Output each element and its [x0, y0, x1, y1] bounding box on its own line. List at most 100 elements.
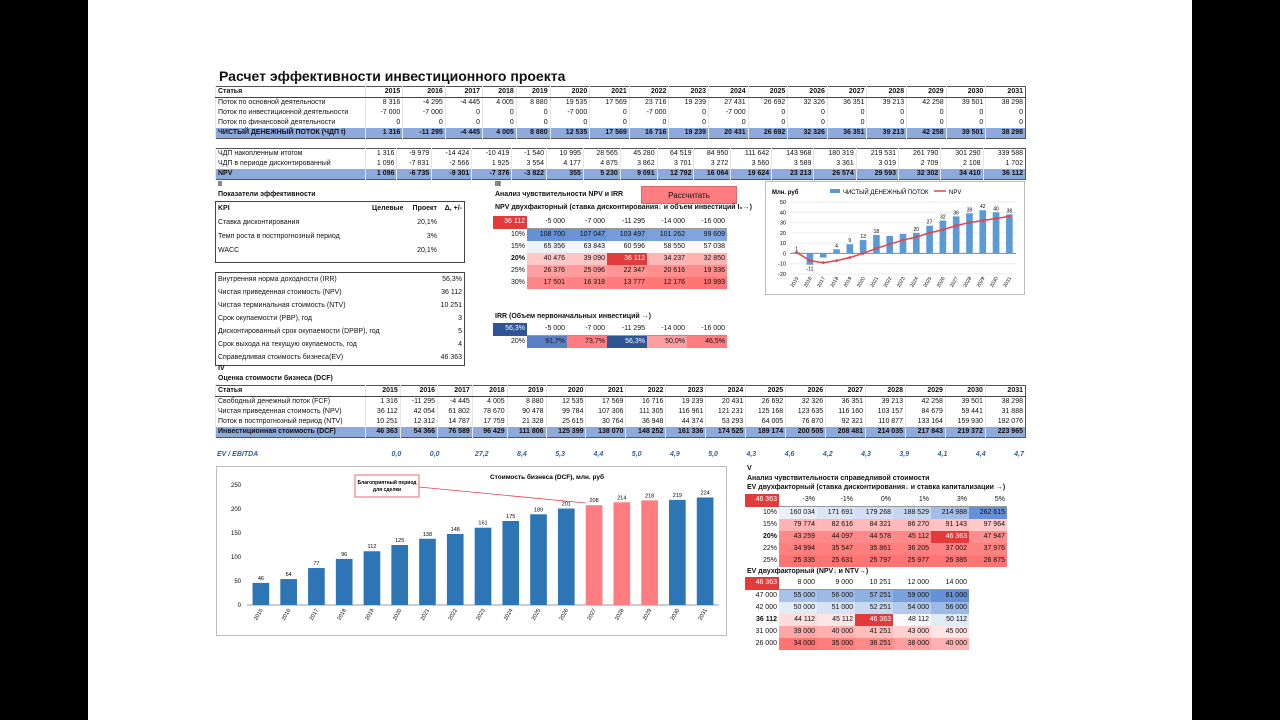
value-cell[interactable]: 16 716 [625, 396, 666, 407]
value-cell[interactable]: 3 361 [813, 159, 857, 169]
value-cell[interactable]: 3 701 [656, 159, 694, 169]
total-cell[interactable]: 5 230 [582, 169, 621, 180]
heat-row-head[interactable]: 25% [762, 557, 777, 564]
year-cell[interactable]: 2015 [364, 86, 403, 98]
heat-cell[interactable]: 50,0% [647, 335, 687, 348]
total-cell[interactable]: 32 302 [897, 169, 941, 180]
value-cell[interactable]: 0 [945, 108, 986, 118]
heat-cell[interactable]: 52 251 [855, 602, 893, 614]
ev-ebitda-cell[interactable]: 0,0 [429, 451, 440, 458]
total-cell[interactable]: 34 410 [940, 169, 984, 180]
value-cell[interactable]: 121 231 [705, 407, 746, 417]
total-cell[interactable]: 1 096 [364, 169, 397, 180]
heat-cell[interactable]: 35 861 [855, 543, 893, 555]
value-cell[interactable]: 1 702 [982, 159, 1026, 169]
value-cell[interactable]: 8 880 [506, 396, 547, 407]
heat-cell[interactable]: 10 993 [687, 277, 727, 289]
value-cell[interactable]: 59 441 [944, 407, 986, 417]
value-cell[interactable]: 4 875 [582, 159, 621, 169]
value-cell[interactable]: 64 519 [656, 148, 694, 159]
heat-cell[interactable]: 46 363 [855, 614, 893, 626]
heat-cell[interactable]: 26 376 [527, 265, 567, 277]
heat-cell[interactable]: 56 000 [931, 602, 969, 614]
ev-ebitda-cell[interactable]: 27,2 [474, 451, 489, 458]
value-cell[interactable]: -14 424 [431, 148, 472, 159]
year-cell[interactable]: 2021 [585, 385, 626, 397]
value-cell[interactable]: 111 305 [625, 407, 666, 417]
value-cell[interactable]: 36 351 [826, 97, 867, 108]
value-cell[interactable]: -7 000 [549, 108, 590, 118]
heat-cell[interactable]: 188 529 [893, 506, 931, 519]
total-cell[interactable]: -3 822 [511, 169, 547, 180]
value-cell[interactable]: 21 328 [506, 417, 547, 427]
result-label[interactable]: Справедливая стоимость бизнеса(EV) [218, 353, 344, 361]
value-cell[interactable]: 92 321 [825, 417, 866, 427]
value-cell[interactable]: -9 979 [396, 148, 432, 159]
heat-row-head[interactable]: 10% [762, 508, 777, 516]
value-cell[interactable]: 30 764 [585, 417, 626, 427]
value-cell[interactable]: 339 588 [982, 148, 1026, 159]
heat-cell[interactable]: 34 994 [779, 543, 817, 555]
heat-cell[interactable]: 25 977 [893, 555, 931, 567]
heat-cell[interactable]: 35 000 [817, 638, 855, 650]
year-cell[interactable]: 2021 [589, 86, 630, 98]
value-cell[interactable]: 0 [515, 108, 551, 118]
heat-cell[interactable]: 65 356 [527, 241, 567, 253]
heat-cell[interactable]: 34 237 [647, 253, 687, 265]
heat-cell[interactable]: 43 000 [893, 626, 931, 638]
heat-cell[interactable]: 91,7% [527, 335, 567, 348]
ev-ebitda-cell[interactable]: 0,0 [391, 451, 402, 458]
value-cell[interactable]: 10 251 [365, 417, 401, 427]
row-label[interactable]: Поток по основной деятельности [215, 97, 366, 108]
heat-cell[interactable]: 40 476 [527, 253, 567, 265]
value-cell[interactable]: 0 [444, 118, 483, 128]
heat-cell[interactable]: 54 000 [893, 602, 931, 614]
value-cell[interactable]: -1 540 [511, 148, 547, 159]
value-cell[interactable]: 10 995 [546, 148, 584, 159]
result-label[interactable]: Срок окупаемости (PBP), год [218, 314, 313, 322]
value-cell[interactable]: 36 112 [365, 407, 401, 417]
heat-col-head[interactable]: -11 295 [607, 216, 647, 229]
value-cell[interactable]: 0 [482, 108, 517, 118]
heat-col-head[interactable]: 1% [893, 494, 931, 507]
heat-cell[interactable]: 25 335 [779, 555, 817, 567]
heat-row-head[interactable]: 31 000 [755, 628, 777, 635]
heat-cell[interactable]: 40 000 [817, 626, 855, 638]
heat-cell[interactable]: 45 112 [817, 614, 855, 626]
heat-col-head[interactable]: -5 000 [527, 323, 567, 336]
value-cell[interactable]: 0 [787, 108, 828, 118]
year-cell[interactable]: 2017 [444, 86, 483, 98]
value-cell[interactable]: 32 326 [787, 97, 828, 108]
value-cell[interactable]: 219 531 [855, 148, 899, 159]
value-cell[interactable]: 180 319 [813, 148, 857, 159]
total-cell[interactable]: 4 005 [482, 128, 517, 139]
value-cell[interactable]: 0 [668, 108, 709, 118]
total-cell[interactable]: -11 295 [402, 128, 446, 139]
heat-cell[interactable]: 40 000 [931, 638, 969, 650]
kpi-value[interactable]: 20,1% [417, 219, 437, 226]
kpi-label[interactable]: Ставка дисконтирования [218, 219, 300, 226]
value-cell[interactable]: 0 [985, 108, 1026, 118]
value-cell[interactable]: 53 293 [705, 417, 746, 427]
heat-cell[interactable]: 22 347 [607, 265, 647, 277]
result-label[interactable]: Дисконтированный срок окупаемости (DPBP)… [218, 327, 380, 335]
ev-ebitda-label[interactable]: EV / EBITDA [217, 451, 259, 458]
heat-col-head[interactable]: -7 000 [567, 323, 607, 336]
value-cell[interactable]: -4 445 [437, 396, 473, 407]
value-cell[interactable]: 42 054 [399, 407, 438, 417]
value-cell[interactable]: 3 560 [730, 159, 772, 169]
total-cell[interactable]: 26 692 [747, 128, 788, 139]
heat-col-head[interactable]: 5% [969, 494, 1007, 507]
row-label[interactable]: Поток по инвестиционной деятельности [215, 108, 366, 118]
heat-row-head[interactable]: 47 000 [755, 591, 777, 599]
year-cell[interactable]: 2029 [904, 385, 946, 397]
year-cell[interactable]: 2030 [944, 385, 986, 397]
total-cell[interactable]: 16 716 [628, 128, 669, 139]
total-cell[interactable]: 36 351 [826, 128, 867, 139]
heat-cell[interactable]: 63 843 [567, 241, 607, 253]
value-cell[interactable]: 84 950 [693, 148, 731, 159]
heat-col-head[interactable]: 12 000 [893, 577, 931, 590]
value-cell[interactable]: 0 [747, 118, 788, 128]
heat-cell[interactable]: 45 000 [931, 626, 969, 638]
ev-ebitda-cell[interactable]: 4,3 [861, 451, 871, 458]
